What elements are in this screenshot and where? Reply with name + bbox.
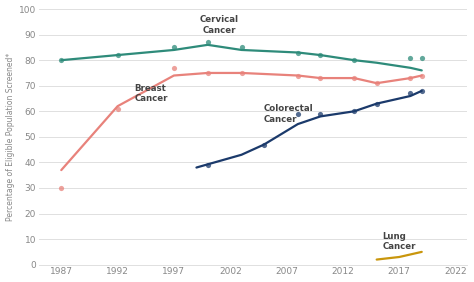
Point [418,73,426,78]
Text: Cervical
Cancer: Cervical Cancer [200,15,238,35]
Point [57,58,65,62]
Point [407,91,414,96]
Point [294,50,301,55]
Text: Breast
Cancer: Breast Cancer [135,84,168,103]
Point [204,40,211,45]
Point [317,112,324,116]
Point [373,81,381,85]
Point [204,71,211,75]
Point [170,45,178,50]
Point [373,101,381,106]
Point [407,55,414,60]
Point [350,76,358,80]
Point [114,107,121,111]
Point [294,73,301,78]
Point [418,89,426,93]
Point [317,76,324,80]
Point [114,53,121,57]
Point [238,45,246,50]
Point [418,55,426,60]
Point [294,112,301,116]
Point [170,66,178,70]
Point [57,186,65,190]
Point [350,109,358,114]
Y-axis label: Percentage of Eligible Population Screened*: Percentage of Eligible Population Screen… [6,53,15,221]
Point [238,71,246,75]
Point [204,163,211,167]
Point [350,58,358,62]
Point [317,53,324,57]
Text: Lung
Cancer: Lung Cancer [383,232,416,251]
Point [260,142,268,147]
Text: Colorectal
Cancer: Colorectal Cancer [264,104,314,124]
Point [407,76,414,80]
